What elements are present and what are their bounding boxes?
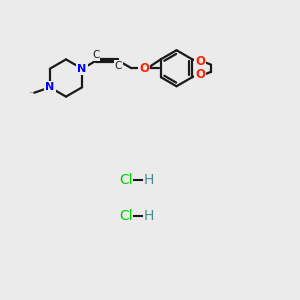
Text: N: N <box>45 82 55 92</box>
Text: O: O <box>195 55 205 68</box>
Text: O: O <box>195 68 205 82</box>
Text: Cl: Cl <box>119 209 133 223</box>
Text: H: H <box>143 173 154 187</box>
Text: Cl: Cl <box>119 173 133 187</box>
Text: N: N <box>77 64 87 74</box>
Text: methyl: methyl <box>30 92 35 93</box>
Text: O: O <box>139 62 149 75</box>
Text: C: C <box>115 61 122 71</box>
Text: C: C <box>92 50 100 60</box>
Text: H: H <box>143 209 154 223</box>
